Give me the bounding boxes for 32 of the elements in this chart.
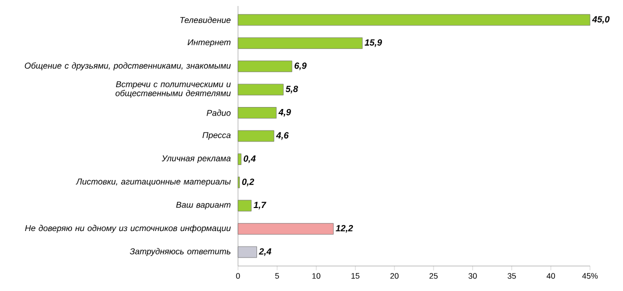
data-label: 4,9	[278, 108, 291, 117]
y-tick-label: Уличная реклама	[162, 155, 231, 163]
data-label: 4,6	[276, 132, 289, 140]
bar	[238, 37, 363, 49]
y-tick-label: Не доверяю ни одному из источников информации	[25, 224, 231, 233]
bar	[238, 223, 334, 235]
data-label: 45,0	[592, 16, 610, 24]
data-label: 12,2	[336, 225, 353, 233]
bar	[238, 84, 284, 96]
data-label: 6,9	[294, 62, 307, 70]
data-label: 1,7	[254, 202, 266, 210]
y-tick-label: Общение с друзьями, родственниками, знакомыми	[24, 62, 231, 70]
data-label: 2,4	[258, 248, 272, 256]
y-tick-label: Ваш вариант	[176, 202, 230, 210]
data-label: 0,4	[244, 155, 256, 164]
y-tick-label: Пресса	[202, 132, 231, 140]
bar	[238, 154, 242, 165]
y-tick-label: Встречи с политическими и общественными деятелями	[116, 81, 231, 98]
data-label: 15,9	[364, 39, 382, 47]
y-tick-label: Затрудняюсь ответить	[130, 248, 230, 256]
y-tick-label: Радио	[206, 110, 231, 116]
bar	[238, 130, 274, 142]
y-tick-label: Телевидение	[180, 16, 231, 24]
data-label: 0,2	[242, 178, 254, 186]
y-tick-label: Интернет	[188, 39, 230, 47]
bar	[238, 246, 257, 258]
bar	[238, 107, 277, 118]
bar	[238, 60, 292, 72]
bar	[238, 14, 590, 26]
bar	[238, 200, 252, 212]
y-tick-label: Листовки, агитационные материалы	[76, 178, 231, 186]
data-label: 5,8	[286, 86, 298, 94]
